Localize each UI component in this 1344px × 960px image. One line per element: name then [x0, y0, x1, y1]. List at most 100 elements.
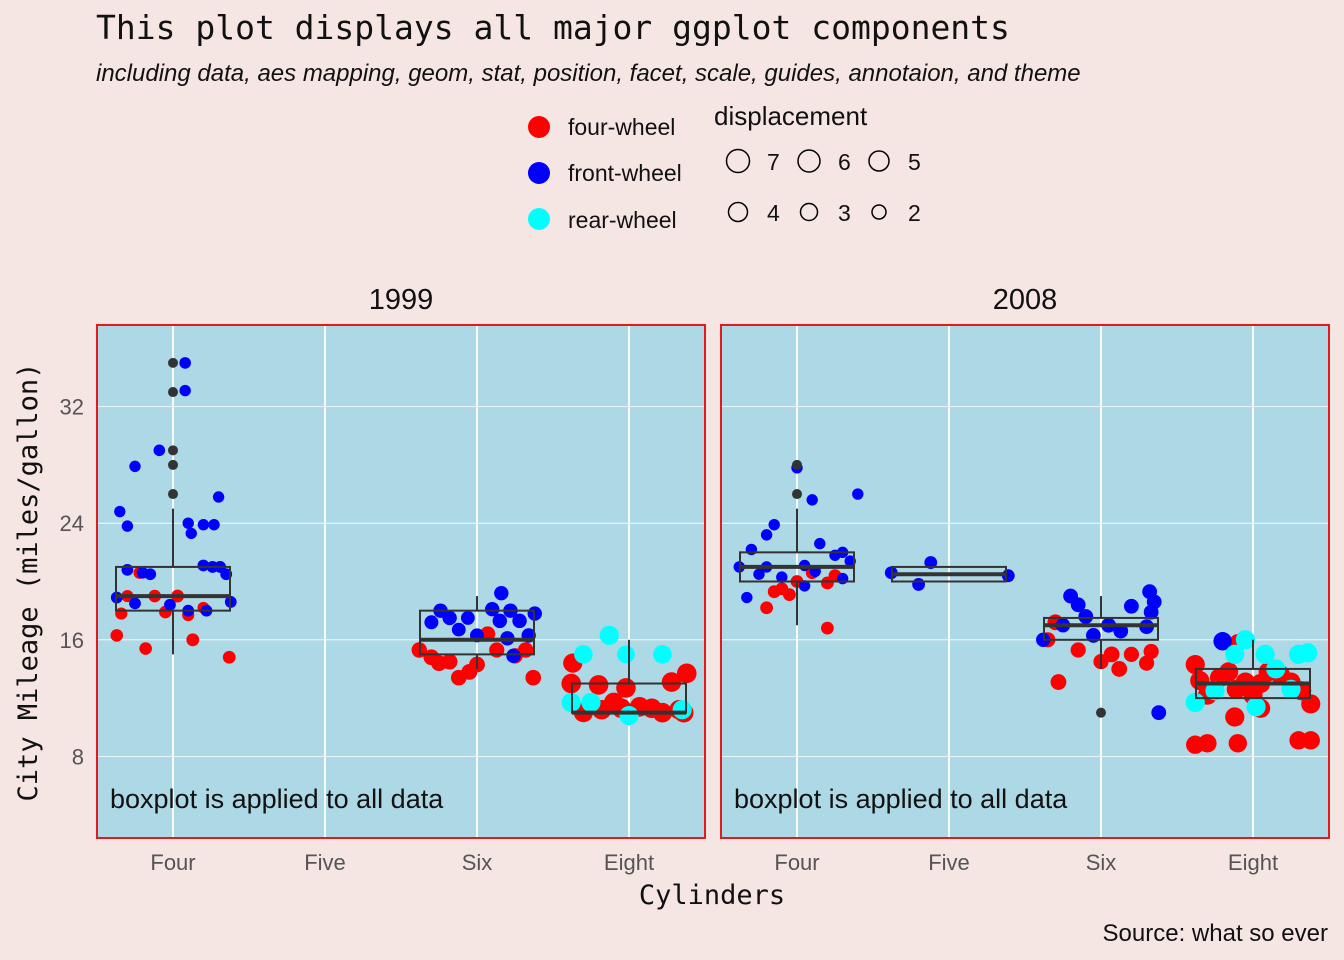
x-tick-label: Four: [774, 850, 819, 875]
size-key-5: [868, 150, 890, 172]
data-point: [208, 518, 220, 531]
data-point: [1123, 646, 1139, 662]
facet-strip-2008: 2008: [993, 284, 1058, 316]
data-point: [760, 529, 773, 541]
data-point: [222, 650, 236, 664]
data-point: [676, 663, 697, 684]
x-tick-label: Eight: [1228, 850, 1278, 875]
x-axis: Four Five Six Eight Four Five Six Eight: [150, 850, 1278, 875]
data-point: [451, 622, 466, 637]
size-label-4: 4: [767, 200, 780, 226]
data-point: [806, 494, 818, 506]
data-point: [186, 633, 200, 647]
chart-title: This plot displays all major ggplot comp…: [96, 8, 1010, 47]
data-point: [1228, 734, 1248, 753]
data-point: [460, 611, 475, 625]
data-point: [1139, 655, 1155, 671]
data-point: [912, 578, 925, 591]
data-point: [121, 520, 134, 532]
x-axis-title: Cylinders: [639, 880, 785, 911]
facet-strip-1999: 1999: [369, 284, 434, 316]
data-point: [153, 444, 166, 457]
boxplot-box: [115, 565, 231, 612]
legend-key-rear-wheel: [528, 208, 550, 230]
boxplot-outlier: [1096, 707, 1106, 718]
size-key-7: [725, 148, 751, 174]
annotation-2008: boxplot is applied to all data: [734, 784, 1068, 814]
data-point: [852, 488, 864, 500]
data-point: [197, 559, 210, 572]
data-point: [1111, 661, 1128, 677]
data-point: [836, 572, 849, 585]
data-point: [129, 460, 141, 473]
data-point: [653, 645, 672, 664]
data-point: [1124, 598, 1139, 614]
data-point: [492, 613, 507, 629]
data-point: [1225, 644, 1245, 664]
x-tick-label: Six: [462, 850, 493, 875]
data-point: [1225, 707, 1245, 727]
data-point: [783, 588, 796, 602]
data-point: [494, 585, 509, 601]
boxplot-five: [891, 565, 1007, 583]
panel-border: [96, 324, 706, 839]
y-axis-title: City Mileage (miles/gallon): [13, 363, 44, 802]
legend-label-front-wheel: front-wheel: [568, 160, 682, 186]
data-point: [1301, 731, 1320, 750]
data-point: [197, 518, 210, 531]
data-point: [599, 625, 619, 646]
size-key-6: [797, 149, 821, 173]
size-label-5: 5: [908, 149, 921, 175]
data-point: [424, 615, 439, 630]
data-point: [121, 563, 134, 576]
data-point: [574, 645, 593, 664]
boxplot-outlier: [168, 489, 178, 500]
data-point: [1070, 597, 1086, 613]
size-label-7: 7: [767, 149, 780, 175]
data-point: [182, 517, 194, 529]
data-point: [745, 543, 758, 556]
size-legend: displacement 7 6 5 4 3 2: [714, 101, 921, 226]
data-point: [1146, 594, 1162, 610]
data-point: [525, 669, 542, 686]
data-point: [139, 642, 152, 655]
chart-subtitle: including data, aes mapping, geom, stat,…: [96, 60, 1081, 87]
data-point: [661, 672, 682, 692]
legend-key-front-wheel: [528, 162, 550, 184]
size-legend-title: displacement: [714, 101, 868, 131]
boxplot-outlier: [168, 445, 178, 456]
data-point: [441, 653, 458, 670]
x-tick-label: Four: [150, 850, 195, 875]
boxplot-eight: [571, 639, 687, 715]
data-point: [1078, 609, 1094, 624]
size-key-3: [799, 202, 819, 222]
data-point: [185, 527, 197, 540]
data-point: [1255, 644, 1275, 664]
boxplot-outlier: [168, 387, 178, 398]
y-tick-label: 16: [60, 628, 84, 653]
data-point: [1151, 705, 1167, 721]
data-point: [129, 597, 141, 610]
data-point: [741, 591, 753, 604]
data-point: [212, 491, 225, 503]
x-tick-label: Eight: [604, 850, 654, 875]
color-legend: four-wheel front-wheel rear-wheel: [528, 114, 682, 233]
size-label-2: 2: [908, 200, 921, 226]
data-point: [619, 705, 639, 726]
data-point: [814, 537, 826, 550]
data-point: [924, 556, 938, 569]
annotation-1999: boxplot is applied to all data: [110, 784, 444, 814]
panel-background: [97, 325, 705, 838]
facet-panel-1999: [96, 324, 706, 839]
data-point: [1301, 694, 1321, 714]
data-point: [753, 568, 765, 580]
data-point: [1235, 630, 1255, 650]
facet-panel-2008: [720, 324, 1330, 839]
boxplot-outlier: [792, 459, 802, 470]
y-axis: 8 16 24 32: [60, 395, 84, 770]
data-point: [672, 700, 692, 720]
data-point: [506, 648, 521, 664]
data-point: [485, 601, 500, 617]
data-point: [179, 357, 191, 369]
